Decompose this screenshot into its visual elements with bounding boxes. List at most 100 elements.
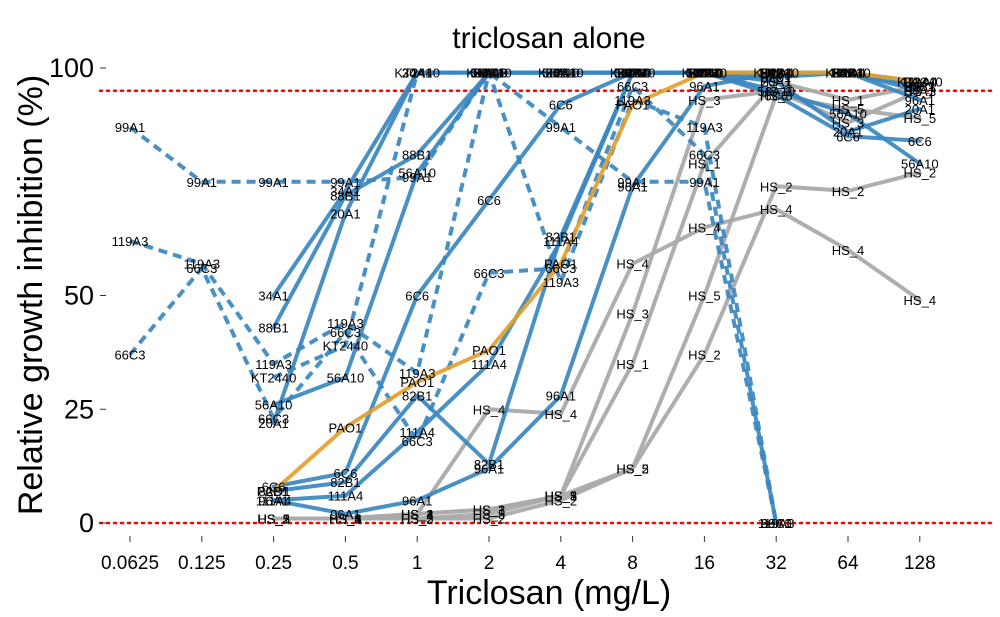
point-label: 96A1 [474,461,504,476]
point-label: 88B1 [330,188,360,203]
point-label: 56A10 [829,107,867,122]
point-label: PAO1 [688,66,722,81]
point-label: 119A3 [112,234,149,249]
point-label: PAO1 [616,97,650,112]
point-label: 82B1 [905,79,935,94]
point-label: 96A1 [617,179,647,194]
point-label: PAO1 [400,375,434,390]
point-label: 6C6 [621,66,645,81]
point-label: 119A3 [686,120,723,135]
point-label: 56A10 [614,66,652,81]
point-label: KT2440 [323,339,369,354]
point-label: 20A1 [402,66,432,81]
point-label: 6C6 [262,480,286,495]
point-label: HS_1 [329,511,362,526]
point-label: HS_2 [904,166,937,181]
point-label: HS_2 [329,511,362,526]
point-label: 119A3 [614,93,651,108]
point-label: 99A1 [546,120,576,135]
point-label: 34A1 [546,66,576,81]
point-label: HS_4 [329,511,362,526]
point-label: PAO1 [903,75,937,90]
point-label: 99A1 [330,175,360,190]
point-label: HS_2 [401,511,434,526]
point-label: HS_5 [545,489,578,504]
point-label: 99A1 [689,175,719,190]
point-label: HS_2 [688,348,721,363]
x-tick-label: 0.125 [178,553,226,574]
point-label: 20A1 [546,66,576,81]
point-label: 34A1 [761,66,791,81]
point-label: 88B1 [402,147,432,162]
y-tick-label: 25 [64,394,94,424]
point-label: 20A1 [330,207,360,222]
series-line [129,70,779,524]
point-label: 88B1 [258,320,288,335]
point-label: 20A1 [761,75,791,90]
series-layer [128,70,922,524]
x-tick-label: 2 [484,553,495,574]
series-line [271,70,922,516]
point-label: KT2440 [682,66,728,81]
point-label: 82B1 [258,484,288,499]
point-label: HS_1 [257,511,290,526]
point-label: 111A4 [758,66,794,81]
x-tick-label: 0.0625 [101,553,159,574]
point-label: KT2440 [897,75,943,90]
point-label: 82B1 [330,475,360,490]
point-label: 82B1 [617,66,647,81]
point-label: 96A1 [402,493,432,508]
point-label: 99A1 [617,175,647,190]
point-label: KT2440 [394,66,440,81]
point-label: 96A1 [330,507,360,522]
point-label: HS_5 [688,289,721,304]
point-label: HS_3 [760,84,793,99]
point-label: 34A1 [474,66,504,81]
point-label: HS_1 [760,75,793,90]
x-tick-label: 32 [766,553,787,574]
point-label: HS_4 [473,402,506,417]
point-label: HS_3 [257,511,290,526]
point-label: PAO1 [472,343,506,358]
point-label: 66C3 [761,516,792,531]
point-label: 34A1 [689,66,719,81]
point-label: PAO1 [257,484,291,499]
point-label: 56A10 [757,84,795,99]
point-label: HS_1 [832,93,865,108]
point-label: 66C3 [114,348,145,363]
y-tick-label: 0 [79,508,94,538]
point-label: 20A1 [689,66,719,81]
point-label: HS_4 [401,507,434,522]
x-tick-label: 4 [556,553,567,574]
point-label: 6C6 [692,66,716,81]
point-label: HS_3 [329,511,362,526]
point-label: 99A1 [402,170,432,185]
point-label: 6C6 [908,134,932,149]
point-label: 66C3 [330,325,361,340]
point-label: 82B1 [402,389,432,404]
point-label: 82B1 [833,66,863,81]
point-label: 111A4 [830,66,866,81]
point-label: 119A3 [758,516,795,531]
point-label: 20A1 [833,125,863,140]
point-labels: HS_1 HS_1 HS_1 HS_1 HS_1 HS_1 HS_1 HS_1 HS_1 HS_1… [112,66,943,531]
point-label: 20A1 [617,66,647,81]
point-label: 34A1 [833,66,863,81]
point-label: KT2440 [753,66,799,81]
point-label: HS_3 [616,307,649,322]
point-label: HS_4 [688,220,721,235]
point-label: 66C3 [186,261,217,276]
x-tick-label: 128 [904,553,936,574]
point-label: 66C3 [258,411,289,426]
point-label: 20A1 [258,416,288,431]
point-label: 99A1 [474,66,504,81]
x-tick-label: 16 [694,553,715,574]
point-label: 111A4 [543,234,579,249]
point-label: HS_5 [257,511,290,526]
series-line [343,207,922,521]
x-tick-label: 64 [837,553,859,574]
point-label: 66C3 [617,79,648,94]
point-label: 56A10 [542,66,580,81]
series-line [271,170,922,521]
